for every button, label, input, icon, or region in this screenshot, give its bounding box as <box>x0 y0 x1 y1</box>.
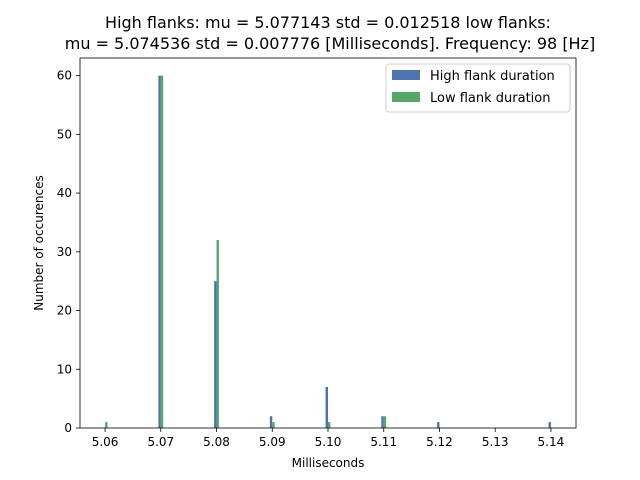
bar-high-6 <box>548 422 551 428</box>
x-axis-ticks: 5.06 5.07 5.08 5.09 5.10 5.11 5.12 5.13 5.14 <box>92 428 565 449</box>
bar-low-5 <box>383 416 387 428</box>
x-axis-label: Milliseconds <box>292 456 365 470</box>
y-tick-label: 60 <box>57 69 72 83</box>
plot-area <box>80 58 576 428</box>
legend-label-low: Low flank duration <box>430 91 551 106</box>
bar-low-1 <box>160 75 164 429</box>
bar-high-3 <box>325 386 328 428</box>
legend-swatch-high <box>392 70 420 80</box>
bar-low-3 <box>272 422 275 428</box>
x-tick-label: 5.12 <box>426 435 453 449</box>
x-tick-label: 5.13 <box>482 435 509 449</box>
y-tick-label: 40 <box>57 186 72 200</box>
chart-title-line2: mu = 5.074536 std = 0.007776 [Millisecon… <box>65 34 595 53</box>
bar-high-5 <box>437 422 440 428</box>
bar-low-4 <box>328 422 331 428</box>
x-tick-label: 5.14 <box>538 435 565 449</box>
bar-low-2 <box>216 240 219 428</box>
x-tick-label: 5.10 <box>315 435 342 449</box>
bar-high-4 <box>381 416 384 428</box>
legend-label-high: High flank duration <box>430 69 555 84</box>
legend-box <box>385 63 571 113</box>
x-tick-label: 5.09 <box>259 435 286 449</box>
x-tick-label: 5.07 <box>147 435 174 449</box>
y-tick-label: 0 <box>64 421 72 435</box>
bar-high-1 <box>214 281 217 428</box>
x-tick-label: 5.11 <box>370 435 397 449</box>
x-tick-label: 5.06 <box>92 435 119 449</box>
bar-high-0 <box>158 75 161 429</box>
bar-low-0 <box>105 422 108 428</box>
bars-group <box>105 75 551 429</box>
y-tick-label: 20 <box>57 304 72 318</box>
y-tick-label: 30 <box>57 245 72 259</box>
x-tick-label: 5.08 <box>203 435 230 449</box>
legend: High flank duration Low flank duration <box>385 63 571 113</box>
chart-title-line1: High flanks: mu = 5.077143 std = 0.01251… <box>105 13 551 32</box>
y-axis-ticks: 0 10 20 30 40 50 60 <box>57 69 80 435</box>
legend-swatch-low <box>392 92 420 102</box>
bar-high-2 <box>269 416 273 428</box>
y-axis-label: Number of occurences <box>32 175 46 310</box>
y-tick-label: 10 <box>57 362 72 376</box>
y-tick-label: 50 <box>57 127 72 141</box>
